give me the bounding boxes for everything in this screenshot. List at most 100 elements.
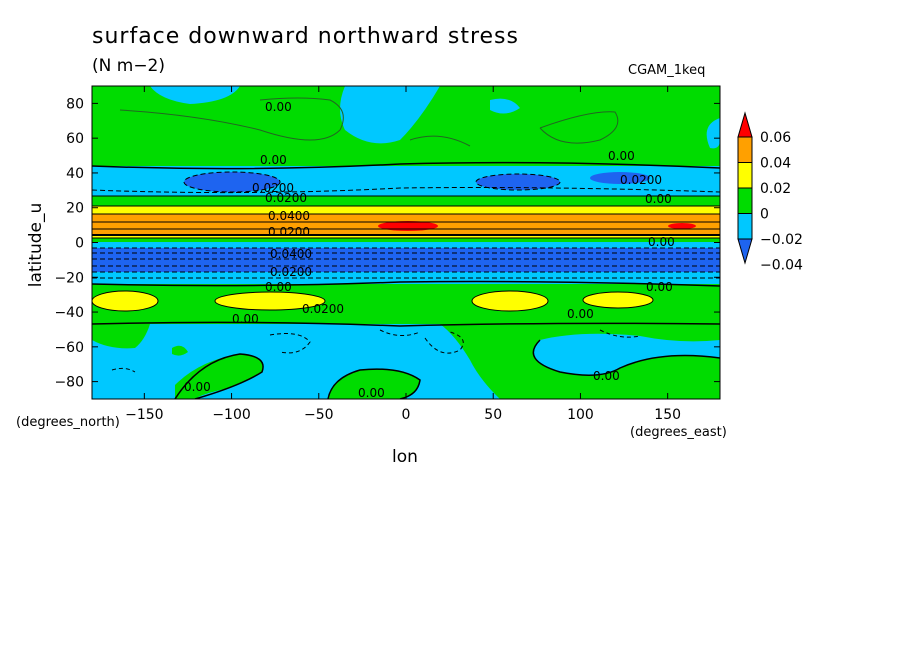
colorbar: −0.04 −0.02 0 0.02 0.04 0.06	[737, 111, 803, 274]
contour-s-yellow-4	[582, 291, 654, 309]
x-tick-label: 150	[654, 407, 681, 423]
chart-units: (N m−2)	[92, 56, 166, 76]
contour-label: 0.00	[593, 369, 620, 383]
patch-yellow-s-1	[92, 291, 158, 311]
patch-green-s-2	[172, 345, 188, 356]
band-yellow-n	[92, 206, 720, 214]
patch-green-s-5	[440, 324, 720, 399]
colorbar-segment	[737, 162, 753, 189]
contours	[92, 97, 720, 399]
contour-label: 0.00	[265, 100, 292, 114]
contour-label: 0.00	[358, 386, 385, 400]
colorbar-label: 0.04	[760, 156, 791, 172]
patch-yellow-s-2	[215, 292, 325, 310]
patch-cyan-arctic-4	[706, 118, 720, 149]
colorbar-segment	[737, 136, 753, 163]
band-cyan-eq	[92, 242, 720, 248]
patch-green-s-1	[92, 324, 150, 349]
patch-cyan-arctic-2	[340, 86, 440, 144]
contour-s-yellow-3	[471, 290, 549, 312]
x-tick-label: 50	[484, 407, 502, 423]
contour-label: 0.0200	[268, 225, 310, 239]
colorbar-label: 0.02	[760, 181, 791, 197]
contour-label: 0.00	[265, 280, 292, 294]
colorbar-label: 0	[760, 207, 769, 223]
contour-s-dash-a	[379, 329, 421, 336]
contour-label: 0.00	[567, 307, 594, 321]
y-tick-label: −80	[54, 375, 84, 391]
patch-yellow-s-4	[583, 292, 653, 308]
y-axis-units: (degrees_north)	[16, 415, 120, 430]
contour-n-zero	[92, 161, 720, 170]
contour-s-yellow-1	[92, 290, 159, 312]
x-tick-label: 0	[402, 407, 411, 423]
contour-label: 0.0200	[265, 191, 307, 205]
x-axis-units: (degrees_east)	[630, 425, 727, 440]
patch-blue-n-2	[476, 174, 560, 190]
contour-n-dash-b	[183, 171, 281, 193]
contour-s-yellow-2	[214, 291, 326, 311]
y-tick-label: 20	[66, 201, 84, 217]
x-axis-label: lon	[392, 447, 418, 467]
contour-label: 0.00	[646, 280, 673, 294]
contour-label: 0.00	[608, 149, 635, 163]
x-tick-label: −50	[304, 407, 334, 423]
contour-n-green-3	[409, 135, 471, 147]
contour-s-dash-d	[599, 329, 641, 338]
y-tick-label: 40	[66, 166, 84, 182]
y-tick-label: 60	[66, 131, 84, 147]
plot-area: 0.00 0.00 0.00 0.00 0.0200 0.0200 0.0400…	[92, 86, 720, 400]
colorbar-label: −0.04	[760, 258, 803, 274]
contour-n-green-1	[119, 97, 344, 141]
contour-s-dash-e	[111, 367, 136, 373]
contour-s-zero-2	[92, 321, 720, 327]
contour-label: 0.0200	[620, 173, 662, 187]
contour-s-zero-5	[532, 339, 720, 376]
x-tick-label: 100	[567, 407, 594, 423]
x-axis: −150 −100 −50 0 50 100 150	[125, 86, 681, 423]
patch-cyan-arctic-1	[150, 86, 240, 104]
colorbar-label: 0.06	[760, 130, 791, 146]
band-green-n2	[92, 196, 720, 206]
contour-n-green-2	[539, 111, 619, 144]
contour-n-dash-a	[92, 187, 720, 194]
patch-green-s-4	[328, 369, 420, 399]
contour-label: 0.0200	[252, 181, 294, 195]
contour-s-zero-3	[174, 353, 264, 399]
colorbar-top-arrow	[737, 111, 753, 138]
colorbar-segment	[737, 187, 753, 214]
contour-label: 0.00	[260, 153, 287, 167]
contour-label: 0.0400	[268, 209, 310, 223]
contour-s-dash-b	[424, 331, 464, 354]
y-tick-label: 0	[75, 236, 84, 252]
band-blue-eq	[92, 248, 720, 272]
contour-s-zero	[92, 280, 720, 287]
patch-cyan-arctic-3	[490, 98, 520, 114]
chart-title: surface downward northward stress	[92, 24, 519, 49]
patch-blue-n-1	[184, 172, 280, 192]
contour-label: 0.0200	[270, 265, 312, 279]
contour-label: 0.0200	[302, 302, 344, 316]
contour-label: 0.00	[184, 380, 211, 394]
contour-n-dash-c	[475, 173, 561, 191]
band-green-eq	[92, 238, 720, 242]
model-name: CGAM_1keq	[628, 63, 706, 78]
contour-s-zero-4	[327, 368, 421, 399]
contour-label: 0.00	[232, 312, 259, 326]
contour-label: 0.00	[645, 192, 672, 206]
patch-blue-n-3	[590, 172, 650, 184]
contour-label: 0.00	[648, 235, 675, 249]
y-tick-label: −60	[54, 340, 84, 356]
colorbar-label: −0.02	[760, 232, 803, 248]
y-tick-label: 80	[66, 96, 84, 112]
patch-red-eq-2	[668, 223, 696, 229]
contour-s-dash-c	[269, 333, 311, 354]
y-tick-label: −20	[54, 270, 84, 286]
patch-yellow-s-3	[472, 291, 548, 311]
x-tick-label: −100	[212, 407, 250, 423]
colorbar-segment	[737, 213, 753, 240]
x-tick-label: −150	[125, 407, 163, 423]
y-tick-label: −40	[54, 305, 84, 321]
y-axis: 80 60 40 20 0 −20 −40 −60 −80	[54, 96, 720, 391]
